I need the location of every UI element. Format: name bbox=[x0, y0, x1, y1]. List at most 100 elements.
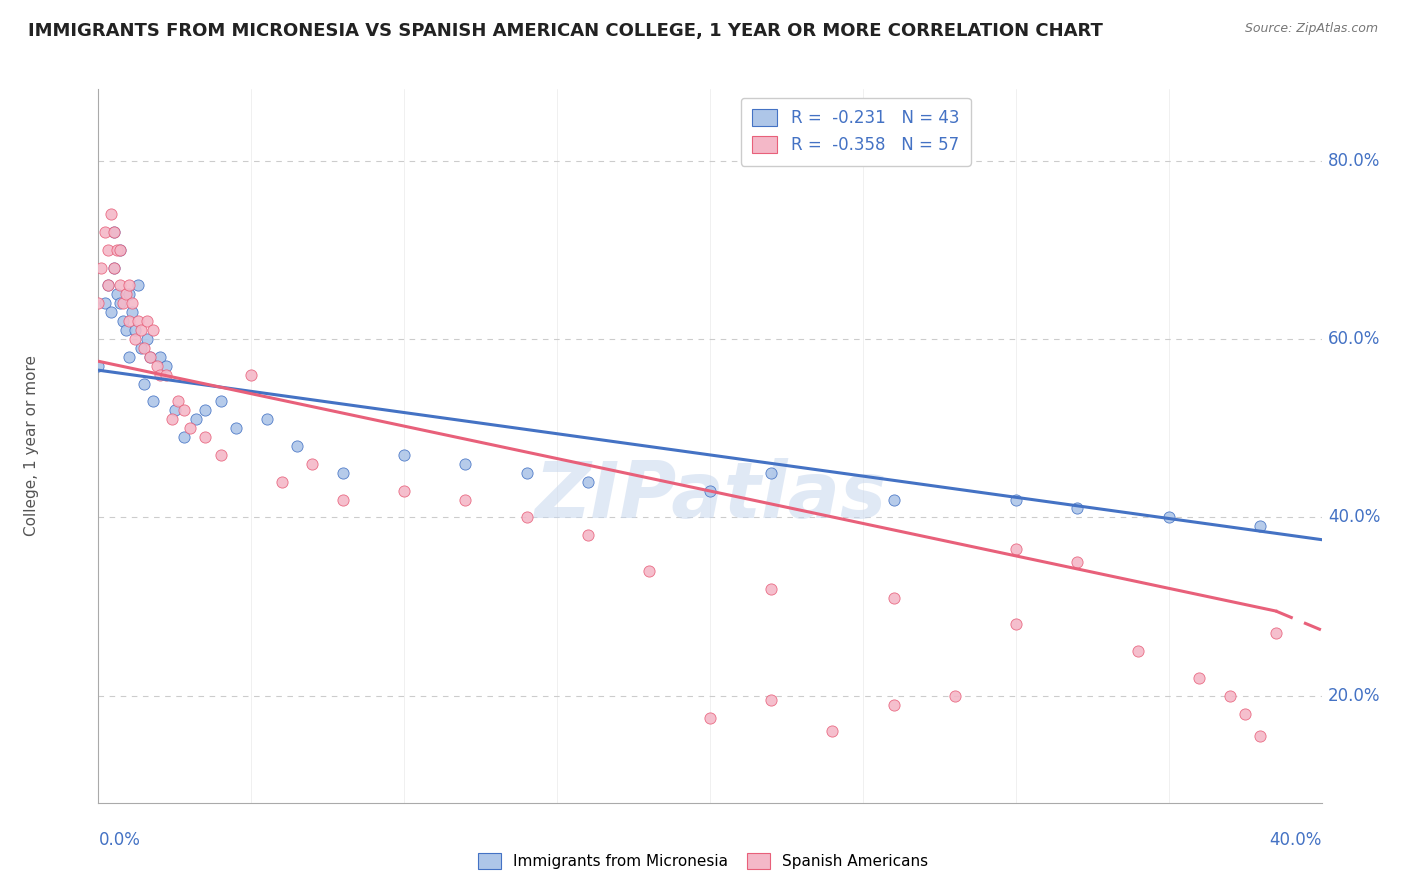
Point bbox=[454, 492, 477, 507]
Text: IMMIGRANTS FROM MICRONESIA VS SPANISH AMERICAN COLLEGE, 1 YEAR OR MORE CORRELATI: IMMIGRANTS FROM MICRONESIA VS SPANISH AM… bbox=[28, 22, 1102, 40]
Point bbox=[821, 724, 844, 739]
Text: College, 1 year or more: College, 1 year or more bbox=[24, 356, 38, 536]
Point bbox=[759, 582, 782, 596]
Point bbox=[108, 296, 131, 310]
Point bbox=[93, 296, 115, 310]
Point bbox=[270, 475, 292, 489]
Point bbox=[90, 260, 112, 275]
Point bbox=[93, 225, 115, 239]
Point bbox=[155, 359, 177, 373]
Point bbox=[149, 368, 172, 382]
Point bbox=[124, 323, 146, 337]
Point bbox=[699, 483, 721, 498]
Point bbox=[173, 430, 195, 444]
Point bbox=[145, 359, 167, 373]
Point bbox=[103, 260, 125, 275]
Point bbox=[1264, 626, 1286, 640]
Point bbox=[1066, 555, 1088, 569]
Point bbox=[163, 403, 186, 417]
Point bbox=[115, 323, 138, 337]
Point bbox=[516, 466, 538, 480]
Point bbox=[111, 296, 134, 310]
Point bbox=[139, 350, 162, 364]
Point bbox=[883, 698, 905, 712]
Point bbox=[134, 376, 156, 391]
Point bbox=[209, 394, 232, 409]
Point bbox=[108, 243, 131, 257]
Point bbox=[225, 421, 247, 435]
Point bbox=[1234, 706, 1257, 721]
Point bbox=[576, 475, 599, 489]
Point bbox=[100, 305, 122, 319]
Legend: R =  -0.231   N = 43, R =  -0.358   N = 57: R = -0.231 N = 43, R = -0.358 N = 57 bbox=[741, 97, 970, 166]
Point bbox=[392, 448, 416, 462]
Point bbox=[576, 528, 599, 542]
Point bbox=[759, 466, 782, 480]
Text: 40.0%: 40.0% bbox=[1327, 508, 1381, 526]
Text: 60.0%: 60.0% bbox=[1327, 330, 1381, 348]
Point bbox=[194, 403, 217, 417]
Point bbox=[149, 350, 172, 364]
Point bbox=[1249, 519, 1271, 533]
Point bbox=[111, 314, 134, 328]
Point bbox=[1157, 510, 1180, 524]
Point bbox=[256, 412, 278, 426]
Point bbox=[1249, 729, 1271, 743]
Point bbox=[115, 287, 138, 301]
Point bbox=[121, 305, 143, 319]
Point bbox=[1188, 671, 1211, 685]
Point bbox=[186, 412, 208, 426]
Point bbox=[100, 207, 122, 221]
Point bbox=[301, 457, 323, 471]
Point bbox=[142, 323, 165, 337]
Point bbox=[118, 278, 141, 293]
Point bbox=[759, 693, 782, 707]
Point bbox=[240, 368, 263, 382]
Point bbox=[105, 287, 128, 301]
Point bbox=[883, 591, 905, 605]
Point bbox=[127, 278, 149, 293]
Point bbox=[883, 492, 905, 507]
Point bbox=[105, 243, 128, 257]
Point bbox=[160, 412, 183, 426]
Text: 20.0%: 20.0% bbox=[1327, 687, 1381, 705]
Point bbox=[108, 243, 131, 257]
Point bbox=[1004, 617, 1026, 632]
Point bbox=[637, 564, 661, 578]
Point bbox=[142, 394, 165, 409]
Point bbox=[103, 225, 125, 239]
Point bbox=[136, 332, 159, 346]
Point bbox=[118, 350, 141, 364]
Point bbox=[332, 466, 354, 480]
Point bbox=[454, 457, 477, 471]
Point bbox=[179, 421, 201, 435]
Text: ZIPatlas: ZIPatlas bbox=[534, 458, 886, 534]
Legend: Immigrants from Micronesia, Spanish Americans: Immigrants from Micronesia, Spanish Amer… bbox=[472, 847, 934, 875]
Point bbox=[943, 689, 966, 703]
Point bbox=[332, 492, 354, 507]
Point bbox=[285, 439, 308, 453]
Point bbox=[103, 260, 125, 275]
Point bbox=[1128, 644, 1150, 658]
Point bbox=[134, 341, 156, 355]
Text: 80.0%: 80.0% bbox=[1327, 152, 1381, 169]
Point bbox=[127, 314, 149, 328]
Point bbox=[699, 711, 721, 725]
Point bbox=[103, 225, 125, 239]
Point bbox=[1066, 501, 1088, 516]
Point bbox=[136, 314, 159, 328]
Point bbox=[97, 278, 120, 293]
Point bbox=[516, 510, 538, 524]
Point bbox=[139, 350, 162, 364]
Point bbox=[118, 287, 141, 301]
Point bbox=[124, 332, 146, 346]
Point bbox=[173, 403, 195, 417]
Point bbox=[87, 296, 110, 310]
Point bbox=[108, 278, 131, 293]
Point bbox=[118, 314, 141, 328]
Point bbox=[209, 448, 232, 462]
Point bbox=[129, 323, 152, 337]
Point bbox=[1219, 689, 1241, 703]
Point bbox=[194, 430, 217, 444]
Point bbox=[97, 243, 120, 257]
